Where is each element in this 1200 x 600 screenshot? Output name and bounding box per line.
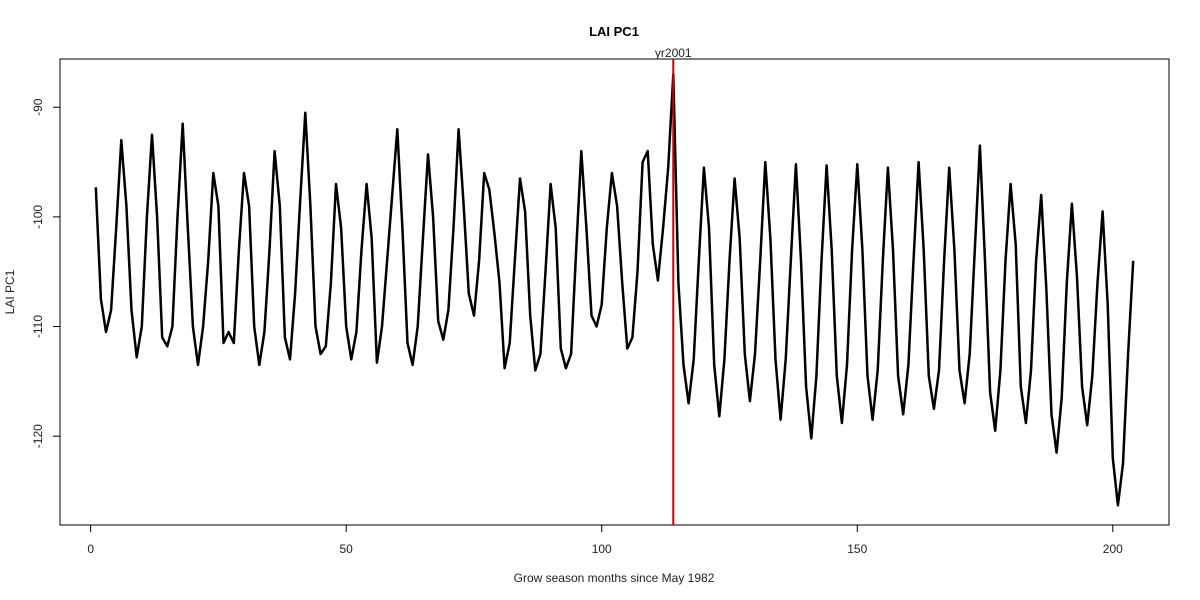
- series-layer: [94, 73, 1135, 507]
- series-line: [94, 73, 1135, 507]
- y-tick-label: -120: [31, 424, 45, 448]
- annotation-layer: yr2001: [655, 46, 692, 525]
- y-tick-label: -110: [31, 315, 45, 338]
- y-axis: -120 -110 -100 -90: [31, 98, 60, 448]
- x-tick-label: 200: [1103, 542, 1123, 556]
- annotation-label: yr2001: [655, 46, 692, 60]
- x-axis-title: Grow season months since May 1982: [514, 571, 715, 585]
- y-axis-title: LAI PC1: [3, 269, 17, 314]
- x-tick-label: 50: [340, 542, 354, 556]
- x-tick-label: 0: [87, 542, 94, 556]
- chart-title: LAI PC1: [589, 24, 639, 39]
- y-tick-label: -90: [31, 98, 45, 116]
- x-axis: 0 50 100 150 200: [87, 525, 1123, 556]
- x-tick-label: 100: [592, 542, 612, 556]
- plot-frame: [59, 58, 1170, 526]
- y-tick-label: -100: [31, 205, 45, 229]
- x-tick-label: 150: [847, 542, 867, 556]
